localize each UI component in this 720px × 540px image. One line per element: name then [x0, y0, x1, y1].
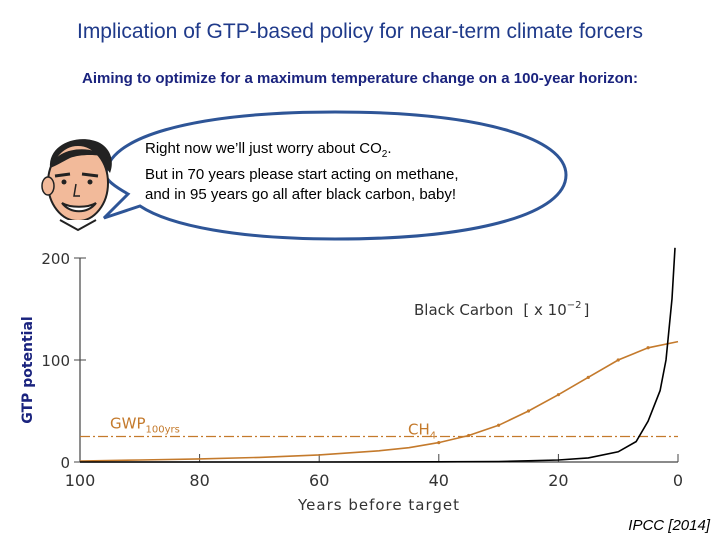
- black-carbon-label: Black Carbon [ x 10−2]: [414, 300, 589, 319]
- y-tick-label: 100: [41, 352, 70, 370]
- slide-subtitle: Aiming to optimize for a maximum tempera…: [82, 70, 638, 87]
- black-carbon-label-main: Black Carbon: [414, 301, 513, 319]
- speech-line-2: But in 70 years please start acting on m…: [145, 166, 459, 183]
- black-carbon-scale-close: ]: [584, 301, 590, 319]
- y-tick-label: 0: [60, 454, 70, 472]
- ch4-label-main: CH: [408, 421, 430, 439]
- speech-line-1: Right now we’ll just worry about CO2.: [145, 140, 392, 160]
- cartoon-man-icon: [41, 139, 112, 232]
- series-line-black-carbon: [80, 247, 676, 463]
- ch4-point: [616, 358, 620, 362]
- x-tick-label: 0: [673, 471, 683, 490]
- speech-bubble: [102, 110, 568, 241]
- ch4-point: [526, 409, 531, 413]
- x-tick-label: 20: [548, 471, 568, 490]
- source-credit: IPCC [2014]: [628, 517, 710, 534]
- x-tick-label: 40: [429, 471, 449, 490]
- ch4-point: [556, 393, 561, 397]
- x-tick-label: 80: [189, 471, 209, 490]
- black-carbon-scale-exp: −2: [567, 300, 582, 311]
- ch4-label: CH4: [408, 421, 436, 442]
- gwp-label-sub: 100yrs: [146, 425, 180, 436]
- gwp-label-main: GWP: [110, 415, 146, 433]
- speech-line-3: and in 95 years go all after black carbo…: [145, 186, 457, 203]
- ch4-point: [646, 346, 650, 350]
- slide-title: Implication of GTP-based policy for near…: [76, 20, 644, 43]
- gwp-label: GWP100yrs: [110, 415, 180, 436]
- ch4-label-sub: 4: [430, 431, 436, 442]
- speech-text: Right now we’ll just worry about CO2. Bu…: [145, 139, 565, 205]
- series-line-ch4: [79, 340, 679, 462]
- ch4-point: [497, 423, 501, 427]
- x-axis-label: Years before target: [297, 496, 460, 514]
- y-tick-label: 200: [41, 250, 70, 268]
- x-tick-label: 60: [309, 471, 329, 490]
- ch4-point: [437, 441, 441, 445]
- y-axis-label: GTP potential: [20, 316, 36, 423]
- black-carbon-scale-label: [ x 10: [523, 301, 566, 319]
- x-tick-label: 100: [65, 471, 96, 490]
- ch4-point: [586, 375, 590, 379]
- ch4-point: [467, 433, 471, 438]
